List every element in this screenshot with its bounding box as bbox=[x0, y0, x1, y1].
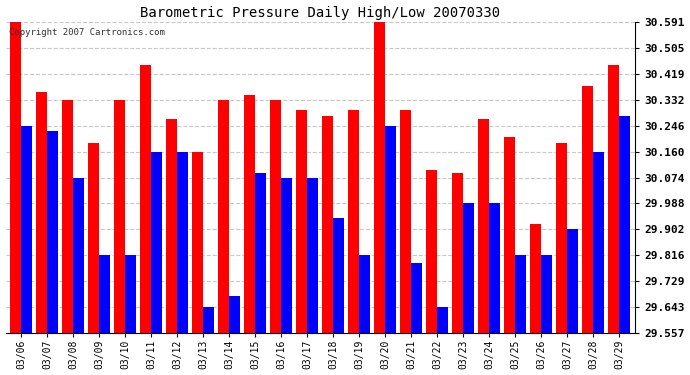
Bar bbox=[385, 126, 396, 333]
Bar bbox=[73, 178, 84, 333]
Bar bbox=[541, 255, 552, 333]
Bar bbox=[322, 116, 333, 333]
Bar bbox=[307, 178, 318, 333]
Bar bbox=[400, 110, 411, 333]
Bar bbox=[593, 152, 604, 333]
Bar bbox=[515, 255, 526, 333]
Bar bbox=[375, 20, 385, 333]
Bar bbox=[556, 143, 567, 333]
Bar bbox=[47, 131, 58, 333]
Bar bbox=[582, 86, 593, 333]
Bar bbox=[10, 22, 21, 333]
Bar bbox=[478, 118, 489, 333]
Bar bbox=[489, 204, 500, 333]
Bar bbox=[270, 100, 282, 333]
Bar bbox=[463, 204, 474, 333]
Bar bbox=[348, 110, 359, 333]
Bar bbox=[115, 100, 125, 333]
Title: Barometric Pressure Daily High/Low 20070330: Barometric Pressure Daily High/Low 20070… bbox=[140, 6, 500, 20]
Bar bbox=[531, 224, 541, 333]
Bar bbox=[62, 100, 73, 333]
Bar bbox=[125, 255, 136, 333]
Bar bbox=[193, 152, 204, 333]
Bar bbox=[437, 307, 448, 333]
Bar bbox=[411, 263, 422, 333]
Bar bbox=[620, 116, 630, 333]
Bar bbox=[218, 100, 229, 333]
Bar bbox=[88, 143, 99, 333]
Bar bbox=[140, 64, 151, 333]
Bar bbox=[567, 230, 578, 333]
Bar bbox=[282, 178, 292, 333]
Text: Copyright 2007 Cartronics.com: Copyright 2007 Cartronics.com bbox=[9, 28, 165, 38]
Bar bbox=[166, 118, 177, 333]
Bar bbox=[244, 94, 255, 333]
Bar bbox=[296, 110, 307, 333]
Bar bbox=[609, 64, 620, 333]
Bar bbox=[204, 307, 214, 333]
Bar bbox=[504, 137, 515, 333]
Bar bbox=[37, 92, 47, 333]
Bar bbox=[426, 170, 437, 333]
Bar bbox=[255, 173, 266, 333]
Bar bbox=[453, 173, 463, 333]
Bar bbox=[151, 152, 162, 333]
Bar bbox=[99, 255, 110, 333]
Bar bbox=[177, 152, 188, 333]
Bar bbox=[21, 126, 32, 333]
Bar bbox=[229, 296, 240, 333]
Bar bbox=[333, 218, 344, 333]
Bar bbox=[359, 255, 370, 333]
